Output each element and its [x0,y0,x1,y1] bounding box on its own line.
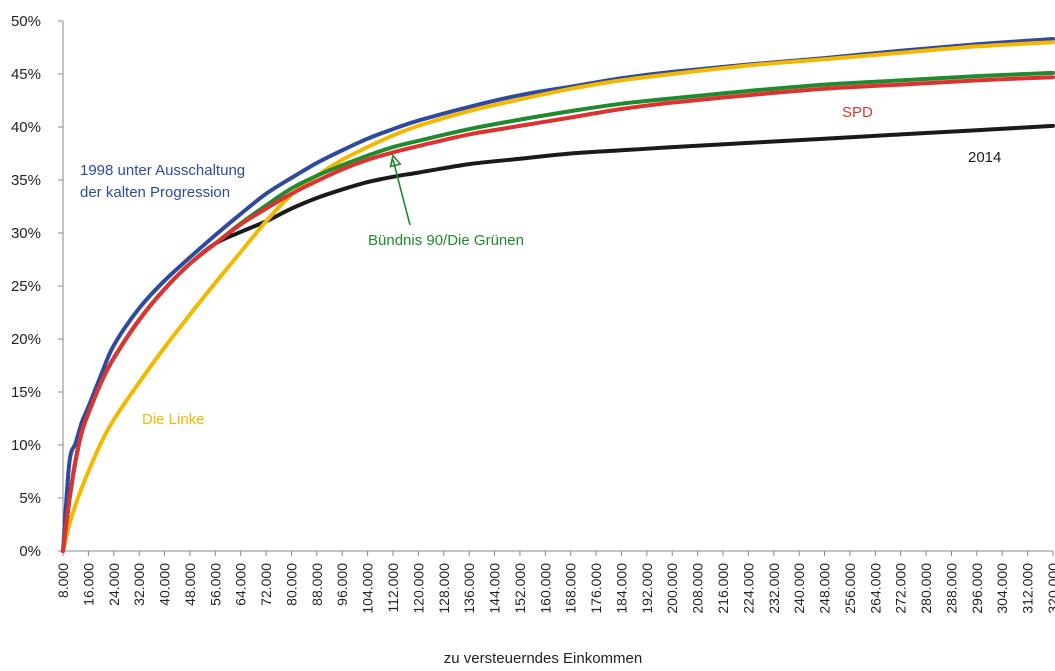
x-tick-label: 128.000 [436,563,452,614]
x-axis-label: zu versteuerndes Einkommen [444,650,642,667]
x-tick-label: 248.000 [817,563,833,614]
x-tick-label: 288.000 [943,563,959,614]
x-tick-label: 104.000 [360,563,376,614]
x-tick-label: 48.000 [182,563,198,606]
x-tick-label: 296.000 [969,563,985,614]
x-tick-label: 56.000 [207,563,223,606]
x-tick-label: 192.000 [639,563,655,614]
annotation-arrowhead-gruene [389,153,402,168]
series-layer [61,37,1055,553]
y-tick-label: 45% [11,66,41,83]
y-tick-label: 40% [11,119,41,136]
x-tick-label: 152.000 [512,563,528,614]
x-tick-label: 72.000 [258,563,274,606]
y-tick-label: 0% [19,543,41,560]
x-tick-label: 96.000 [334,563,350,606]
y-tick-label: 30% [11,225,41,242]
x-tick-label: 32.000 [131,563,147,606]
series-line-4 [61,75,1055,553]
annotation-spd: SPD [842,104,873,121]
y-tick-label: 10% [11,437,41,454]
annotations: 1998 unter Ausschaltung der kalten Progr… [80,104,1001,667]
y-tick-label: 5% [19,490,41,507]
y-tick-label: 50% [11,13,41,30]
series-line-3 [61,70,1055,553]
annotation-gruene: Bündnis 90/Die Grünen [368,232,524,249]
x-tick-label: 224.000 [740,563,756,614]
x-tick-label: 280.000 [918,563,934,614]
x-tick-label: 112.000 [385,563,401,613]
y-tick-label: 35% [11,172,41,189]
x-tick-label: 264.000 [867,563,883,614]
x-tick-label: 208.000 [690,563,706,614]
x-tick-label: 144.000 [487,563,503,614]
annotation-1998-line1: 1998 unter Ausschaltung [80,162,245,179]
x-tick-label: 320.000 [1045,563,1055,614]
x-tick-label: 216.000 [715,563,731,614]
annotation-2014: 2014 [968,149,1001,166]
x-tick-label: 24.000 [106,563,122,606]
x-tick-label: 168.000 [563,563,579,614]
annotation-1998-line2: der kalten Progression [80,184,230,201]
x-tick-label: 120.000 [410,563,426,614]
y-tick-label: 15% [11,384,41,401]
x-axis: 8.000 16.000 24.000 32.000 40.000 48.000 56.00… [55,550,1055,614]
series-line-1 [61,37,1055,553]
x-tick-label: 80.000 [283,563,299,606]
x-tick-label: 240.000 [791,563,807,614]
x-tick-label: 64.000 [233,563,249,606]
annotation-die-linke: Die Linke [142,411,205,428]
x-tick-label: 184.000 [613,563,629,614]
annotation-arrow-gruene [392,159,411,226]
y-axis: 0% 5% 10% 15% 20% 25% 30% 35% 40% 45% 50% [11,13,64,560]
x-tick-label: 200.000 [664,563,680,614]
y-tick-label: 25% [11,278,41,295]
x-tick-label: 160.000 [537,563,553,614]
x-tick-label: 40.000 [157,563,173,606]
x-tick-label: 232.000 [766,563,782,614]
x-tick-label: 304.000 [994,563,1010,614]
x-tick-label: 176.000 [588,563,604,614]
x-tick-label: 16.000 [80,563,96,606]
x-tick-label: 136.000 [461,563,477,614]
x-tick-label: 88.000 [309,563,325,606]
x-tick-label: 312.000 [1020,563,1036,614]
x-tick-label: 272.000 [893,563,909,614]
x-tick-label: 8.000 [55,563,71,598]
y-tick-label: 20% [11,331,41,348]
x-tick-label: 256.000 [842,563,858,614]
